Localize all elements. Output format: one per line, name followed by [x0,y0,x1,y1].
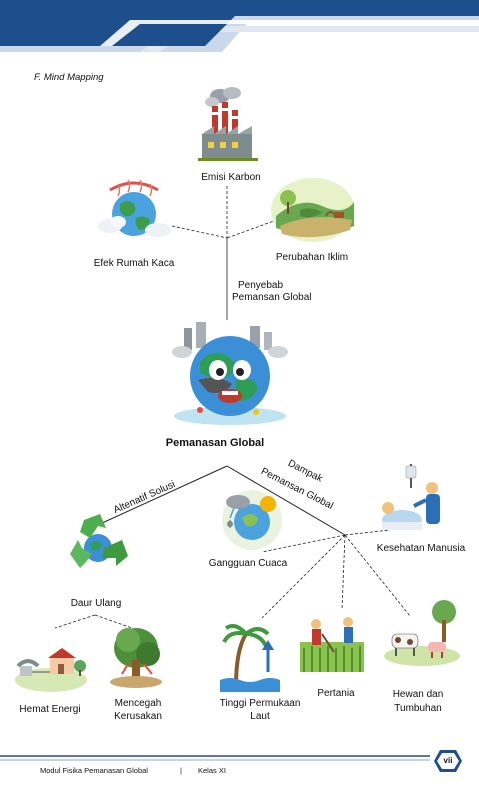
polluted-earth-icon [172,322,288,425]
node-hemat-energi: Hemat Energi [19,704,81,715]
node-tinggi-permukaan-sub: Laut [250,711,270,722]
node-gangguan-cuaca: Gangguan Cuaca [208,558,288,569]
header-banner [0,0,479,52]
node-hewan: Hewan dan [392,689,444,700]
forest-protect-icon [110,628,162,688]
health-patient-icon [382,464,440,530]
node-pertania: Pertania [317,688,355,699]
weather-disturbance-icon [222,490,282,550]
animals-plants-icon [384,600,460,666]
node-tinggi-permukaan: Tinggi Permukaan [219,698,301,709]
node-hewan-sub: Tumbuhan [394,703,442,714]
page-number-badge [434,750,462,772]
recycle-icon [70,514,128,568]
node-kesehatan-manusia: Kesehatan Manusia [376,543,466,554]
footer-separator: | [180,766,182,775]
node-efek-rumah-kaca: Efek Rumah Kaca [93,258,175,269]
label-penyebab-sub: Pemansan Global [232,292,312,303]
sea-level-rise-icon [220,624,280,692]
node-mencegah-sub: Kerusakan [114,711,162,722]
node-mencegah: Mencegah [114,698,162,709]
node-emisi-karbon: Emisi Karbon [201,172,261,183]
footer-rule [0,755,430,761]
farming-icon [300,617,364,672]
label-penyebab: Penyebab [238,280,284,291]
section-title: F. Mind Mapping [34,72,104,83]
node-daur-ulang: Daur Ulang [70,598,122,609]
factory-icon [198,87,258,161]
center-node-title: Pemanasan Global [165,437,265,449]
page-number: vii [443,756,453,765]
node-perubahan-iklim: Perubahan Iklim [275,252,349,263]
footer-class: Kelas XI [198,766,226,775]
footer-module-title: Modul Fisika Pemanasan Global [40,766,148,775]
climate-landscape-icon [271,178,355,242]
energy-house-icon [15,648,87,692]
greenhouse-globe-icon [98,179,171,237]
